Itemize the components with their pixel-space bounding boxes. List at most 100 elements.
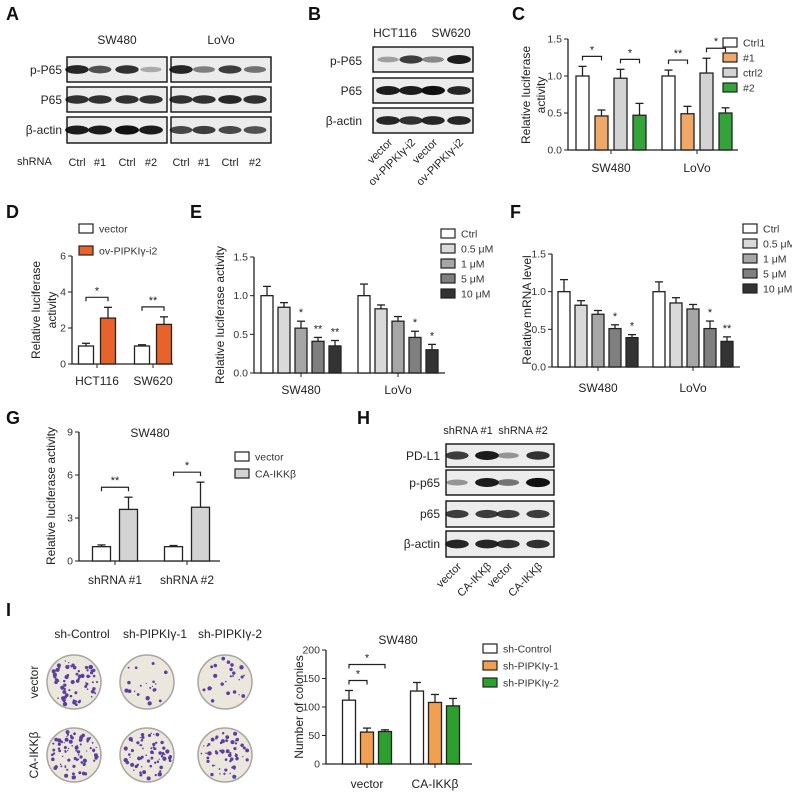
colony: [79, 735, 84, 739]
colony: [213, 663, 218, 668]
protein-band: [445, 509, 469, 519]
colony: [73, 732, 76, 736]
colony: [207, 742, 211, 746]
legend-swatch: [722, 37, 738, 48]
bar: [575, 75, 590, 151]
significance-star: *: [413, 317, 418, 329]
panel-label-g: G: [6, 408, 20, 428]
colony: [72, 764, 76, 768]
significance-star: **: [331, 327, 340, 339]
lane-label: Ctrl: [172, 157, 189, 169]
bar: [427, 701, 443, 765]
protein-band: [243, 95, 267, 104]
colony: [238, 694, 240, 696]
colony: [228, 753, 232, 758]
colony: [152, 680, 155, 684]
colony: [160, 754, 164, 758]
protein-band: [475, 539, 499, 549]
colony: [90, 695, 93, 698]
y-axis-label: Relative luciferase activity: [44, 427, 58, 565]
colony: [76, 750, 81, 754]
y-tick-label: 3: [67, 513, 73, 525]
colony: [153, 733, 155, 736]
colony: [57, 747, 61, 750]
bar: [557, 291, 571, 368]
colony: [80, 673, 85, 679]
colony: [79, 755, 83, 759]
bar: [163, 546, 184, 562]
protein-band: [376, 86, 400, 95]
panel-b: B HCT116 SW620 p-P65 P65 β-actin vectoro…: [308, 4, 474, 188]
colony: [54, 673, 57, 676]
x-tick-label: SW620: [133, 374, 173, 388]
bar: [133, 345, 151, 365]
significance-star: *: [430, 330, 435, 342]
x-tick-label: CA-IKKβ: [412, 777, 459, 791]
colony: [75, 679, 80, 683]
colony: [146, 759, 151, 763]
colony: [84, 685, 88, 689]
colony: [229, 667, 233, 672]
colony: [240, 675, 244, 679]
colony: [150, 756, 154, 760]
colony: [230, 740, 235, 745]
panel-a: A SW480 LoVo p-P65 P65 β-actin shRNA Ctr…: [6, 4, 272, 169]
colony: [54, 680, 58, 685]
legend-swatch: [742, 223, 758, 234]
colony: [211, 764, 214, 767]
significance-label: **: [149, 295, 158, 307]
significance-label: *: [628, 47, 633, 59]
colony: [145, 696, 150, 701]
colony: [71, 772, 75, 776]
colony: [90, 669, 93, 672]
colony: [65, 730, 70, 735]
colony: [221, 656, 226, 661]
significance-star: **: [723, 323, 732, 335]
protein-band: [193, 66, 215, 73]
significance-star: *: [299, 307, 304, 319]
protein-band: [475, 509, 499, 519]
colony: [142, 747, 144, 750]
colony: [123, 746, 128, 751]
panel-label-e: E: [190, 202, 202, 222]
legend-swatch: [440, 288, 456, 299]
protein-band: [447, 116, 471, 125]
y-tick-label: 0.0: [233, 368, 248, 380]
colony: [69, 694, 73, 698]
blot-row-label: β-actin: [326, 114, 362, 128]
colony: [52, 742, 55, 745]
culture-plate: [197, 727, 253, 783]
legend-label: sh-PIPKIγ-2: [503, 678, 559, 690]
colony: [150, 732, 152, 735]
legend-label: 1 μM: [763, 254, 787, 266]
y-tick-label: 50: [308, 730, 320, 742]
colony: [225, 735, 230, 740]
legend-swatch: [742, 238, 758, 249]
y-tick-label: 150: [302, 673, 320, 685]
panel-label-c: C: [512, 4, 525, 24]
lane-header: shRNA: [17, 156, 53, 168]
x-tick-label: LoVo: [384, 383, 412, 397]
lane-label: Ctrl: [221, 157, 238, 169]
panel-h: H shRNA #1 shRNA #2 PD-L1 p-p65 p65 β-ac…: [357, 408, 555, 600]
colony: [53, 766, 58, 771]
protein-band: [88, 65, 112, 74]
bar: [377, 730, 393, 765]
colony: [233, 747, 237, 751]
colony: [65, 664, 70, 670]
colony: [64, 693, 69, 698]
colony: [86, 750, 88, 752]
significance-bracket: [667, 59, 689, 65]
colony: [56, 663, 61, 668]
protein-band: [218, 65, 242, 74]
protein-band: [526, 451, 550, 460]
y-tick-label: 1.0: [547, 71, 562, 83]
bar: [720, 340, 734, 368]
blot-row-label: p-p65: [409, 476, 440, 490]
lane-label: #1: [94, 157, 106, 169]
significance-label: *: [185, 460, 190, 472]
colony: [150, 747, 153, 750]
colony: [71, 775, 76, 780]
colony: [200, 752, 203, 755]
